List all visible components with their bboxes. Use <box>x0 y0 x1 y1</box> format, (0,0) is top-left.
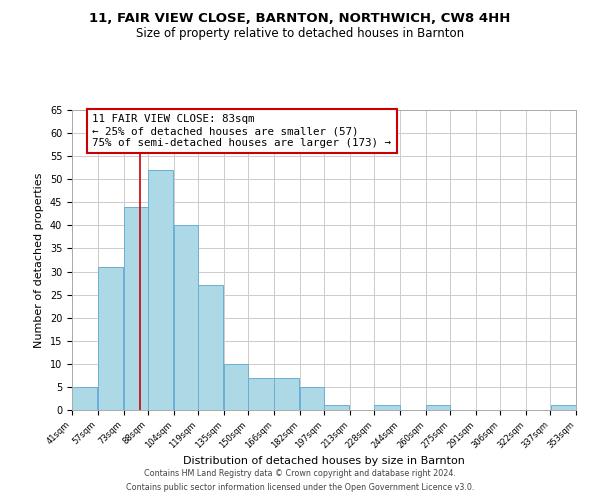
Text: Contains public sector information licensed under the Open Government Licence v3: Contains public sector information licen… <box>126 484 474 492</box>
Bar <box>98 267 123 410</box>
Bar <box>224 364 248 410</box>
Bar <box>148 170 173 410</box>
Bar <box>174 226 197 410</box>
Y-axis label: Number of detached properties: Number of detached properties <box>34 172 44 348</box>
Text: 11 FAIR VIEW CLOSE: 83sqm
← 25% of detached houses are smaller (57)
75% of semi-: 11 FAIR VIEW CLOSE: 83sqm ← 25% of detac… <box>92 114 391 148</box>
Text: 11, FAIR VIEW CLOSE, BARNTON, NORTHWICH, CW8 4HH: 11, FAIR VIEW CLOSE, BARNTON, NORTHWICH,… <box>89 12 511 26</box>
Bar <box>248 378 274 410</box>
Bar <box>124 207 148 410</box>
Bar <box>73 387 97 410</box>
Bar <box>551 406 575 410</box>
Bar <box>300 387 323 410</box>
Bar <box>274 378 299 410</box>
Bar <box>374 406 400 410</box>
X-axis label: Distribution of detached houses by size in Barnton: Distribution of detached houses by size … <box>183 456 465 466</box>
Bar <box>426 406 449 410</box>
Bar <box>199 286 223 410</box>
Text: Size of property relative to detached houses in Barnton: Size of property relative to detached ho… <box>136 28 464 40</box>
Text: Contains HM Land Registry data © Crown copyright and database right 2024.: Contains HM Land Registry data © Crown c… <box>144 468 456 477</box>
Bar <box>325 406 349 410</box>
